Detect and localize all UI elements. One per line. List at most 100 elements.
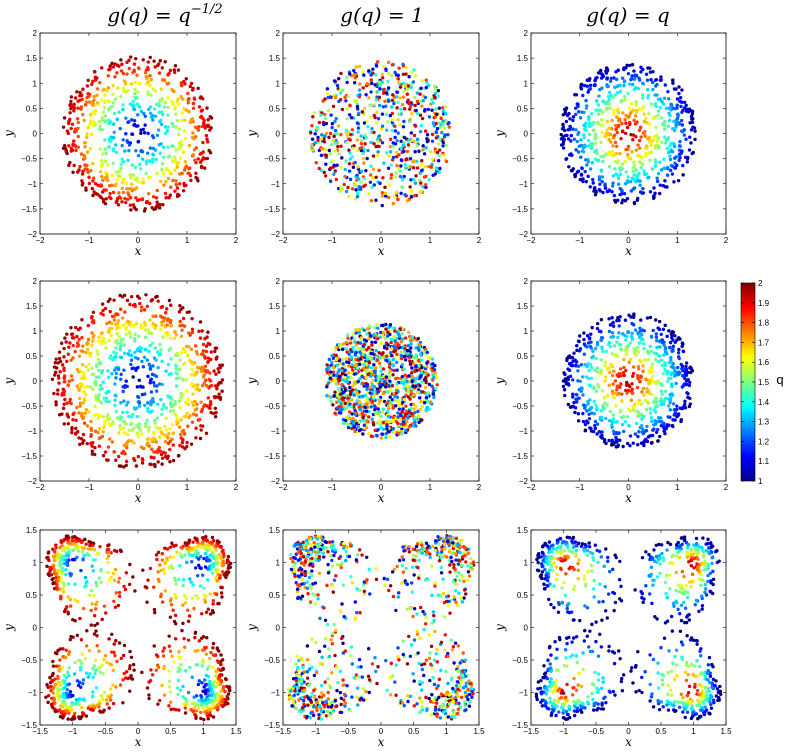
data-point xyxy=(624,338,628,342)
data-point xyxy=(171,443,176,447)
data-point xyxy=(124,571,129,575)
data-point xyxy=(191,392,195,396)
data-point xyxy=(387,183,392,187)
data-point xyxy=(143,335,148,340)
data-point xyxy=(593,426,598,431)
data-point xyxy=(174,384,179,388)
data-point xyxy=(341,390,345,395)
data-point xyxy=(209,402,213,406)
data-point xyxy=(582,337,586,342)
data-point xyxy=(101,88,105,92)
data-point xyxy=(637,430,641,434)
data-point xyxy=(148,111,153,115)
data-point xyxy=(420,390,425,394)
data-point xyxy=(174,112,178,117)
data-point xyxy=(82,376,86,380)
data-point xyxy=(146,374,150,379)
data-point xyxy=(613,123,618,128)
data-point xyxy=(132,107,137,112)
data-point xyxy=(338,91,343,95)
data-point xyxy=(330,360,334,365)
data-point xyxy=(160,66,165,70)
data-point xyxy=(365,390,369,395)
data-point xyxy=(633,432,638,436)
data-point xyxy=(569,133,573,138)
data-point xyxy=(148,83,152,88)
data-point xyxy=(83,575,88,580)
data-point xyxy=(656,136,660,140)
data-point xyxy=(622,80,627,84)
y-tick-label: 1.5 xyxy=(269,302,281,311)
data-point xyxy=(152,418,157,423)
data-point xyxy=(333,411,337,415)
data-point xyxy=(604,69,608,73)
data-point xyxy=(587,124,592,129)
data-point xyxy=(324,131,329,136)
data-point xyxy=(404,65,408,70)
data-point xyxy=(441,109,446,113)
data-point xyxy=(685,160,689,164)
data-point xyxy=(61,590,66,594)
data-point xyxy=(434,130,438,134)
data-point xyxy=(152,107,157,111)
data-point xyxy=(118,126,122,131)
data-point xyxy=(676,351,681,355)
data-point xyxy=(102,425,106,429)
y-axis-label: y xyxy=(245,377,259,385)
data-point xyxy=(585,409,589,413)
data-point xyxy=(672,156,677,160)
x-tick-label: −1 xyxy=(575,236,585,245)
data-point xyxy=(602,395,606,400)
data-point xyxy=(663,323,667,328)
axis-ticks: −2 −1 0 1 221.510.50−0.5−1−1.5−2 xyxy=(512,29,729,245)
data-point xyxy=(339,71,343,76)
data-point xyxy=(599,169,604,173)
data-point xyxy=(409,189,414,193)
data-point xyxy=(382,354,386,359)
data-point xyxy=(92,413,97,417)
data-point xyxy=(174,148,178,152)
data-point xyxy=(177,193,181,198)
data-point xyxy=(68,111,72,115)
data-point xyxy=(199,409,204,414)
data-point xyxy=(618,172,623,176)
data-point xyxy=(400,332,404,336)
data-point xyxy=(112,136,116,140)
data-point xyxy=(396,421,400,426)
data-point xyxy=(604,101,608,106)
data-point xyxy=(173,107,177,111)
data-point xyxy=(182,415,187,419)
data-point xyxy=(563,372,567,377)
data-point xyxy=(648,190,653,194)
data-point xyxy=(331,403,335,407)
data-point xyxy=(410,366,414,370)
data-point xyxy=(603,152,608,156)
data-point xyxy=(660,140,664,145)
data-point xyxy=(104,399,108,404)
data-point xyxy=(85,135,89,139)
data-point xyxy=(121,138,125,142)
data-point xyxy=(372,183,377,187)
data-point xyxy=(371,423,376,427)
data-point xyxy=(132,119,137,123)
data-point xyxy=(369,434,374,438)
data-point xyxy=(213,406,218,411)
y-tick-label: −2 xyxy=(28,230,38,239)
y-axis-label: y xyxy=(493,377,507,385)
data-point xyxy=(98,194,102,198)
data-point xyxy=(168,346,173,351)
scatter-panel-r2c2: −2 −1 0 1 221.510.50−0.5−1−1.5−2xy xyxy=(245,277,482,505)
data-point xyxy=(599,154,603,159)
data-point xyxy=(95,87,100,91)
data-point xyxy=(608,323,613,327)
data-point xyxy=(605,119,610,124)
data-point xyxy=(133,87,137,92)
data-point xyxy=(71,170,75,174)
data-point xyxy=(593,192,598,197)
data-point xyxy=(374,355,379,359)
data-point xyxy=(372,363,376,367)
data-point xyxy=(438,137,442,141)
data-point xyxy=(68,397,72,402)
data-point xyxy=(582,123,586,128)
y-tick-label: −1.5 xyxy=(264,452,280,461)
